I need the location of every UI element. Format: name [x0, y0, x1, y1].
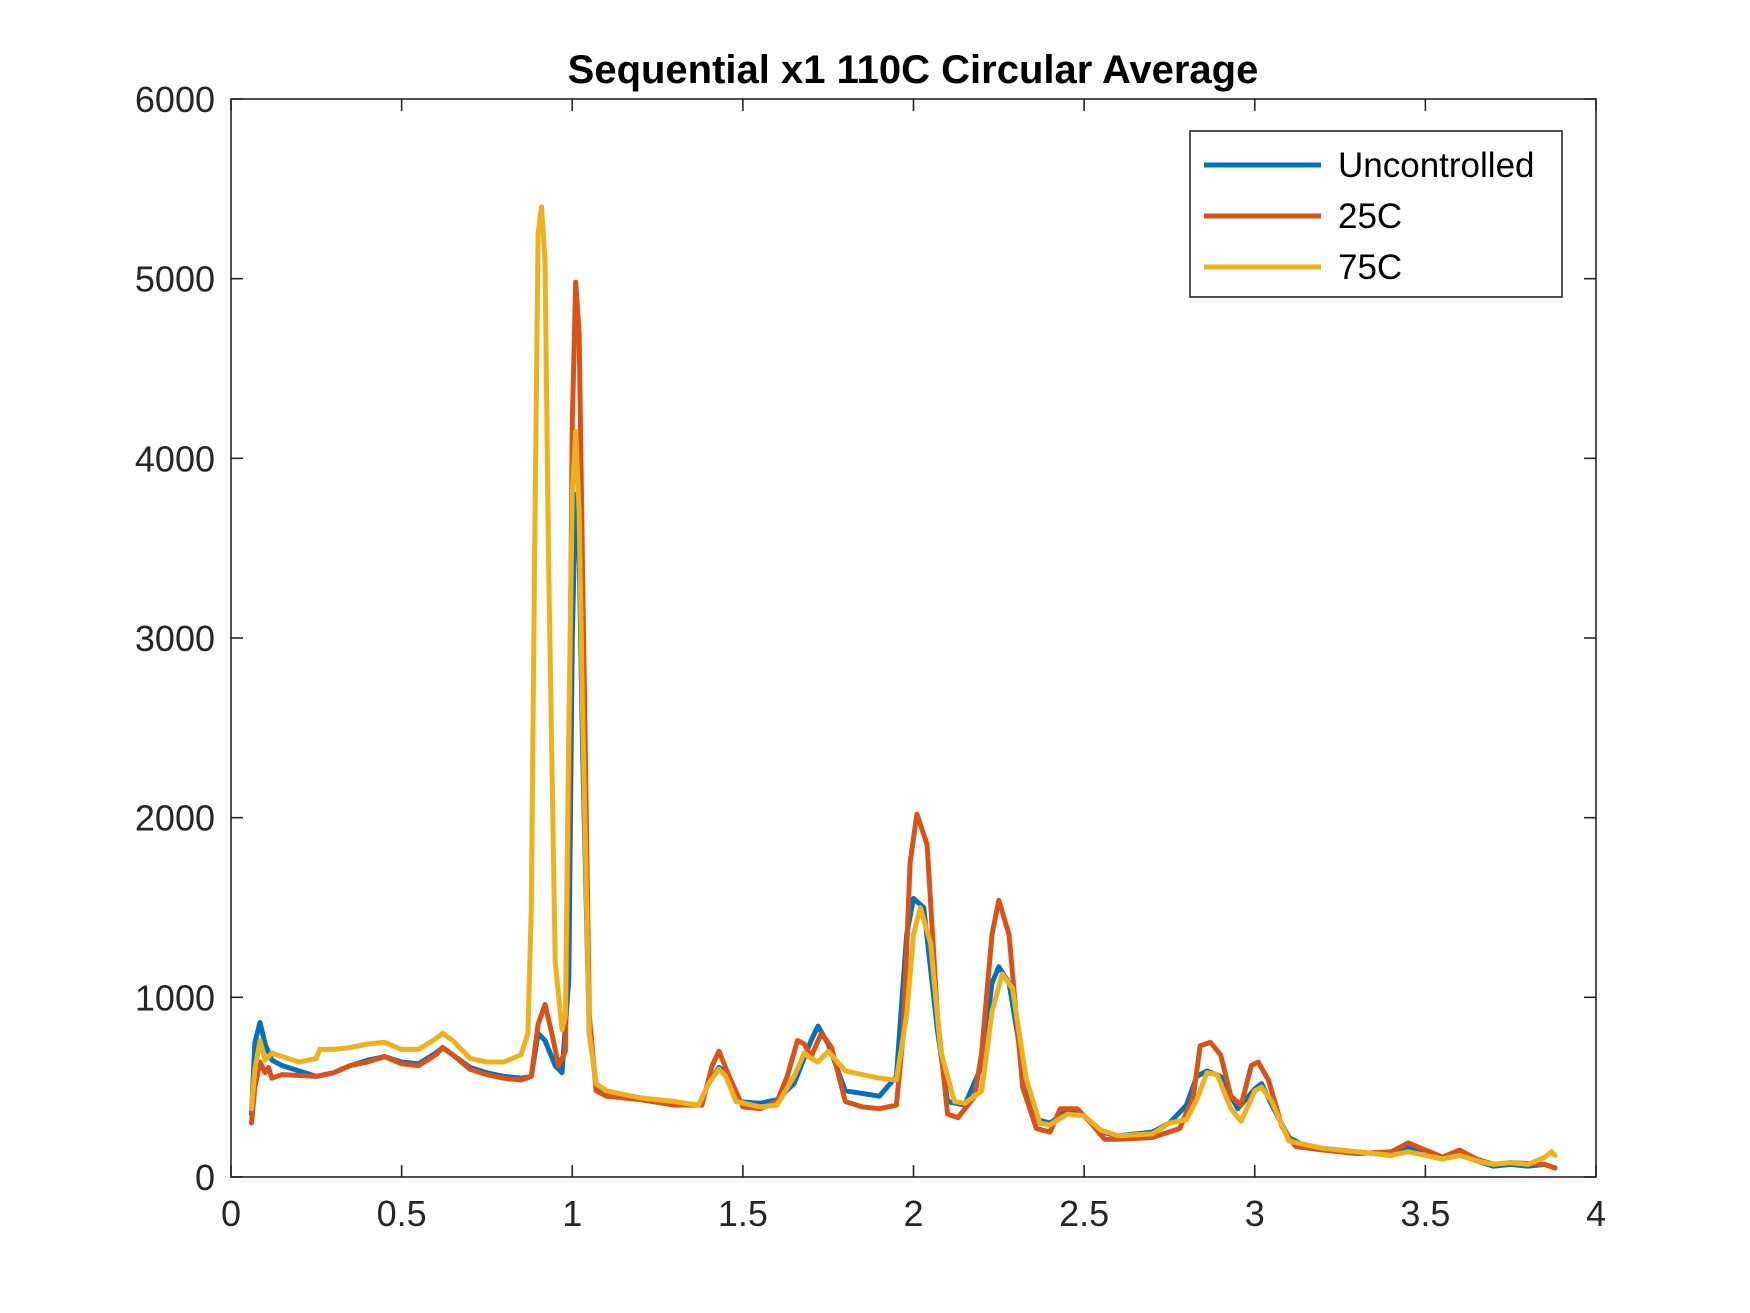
axis-ticks: 0 0.5 1 1.5 2 2.5 3 3.5 4 0 1000 2000 3000 4000 5000 60…: [135, 79, 1606, 1234]
x-tick-label: 0.5: [377, 1193, 427, 1234]
x-tick-label: 0: [221, 1193, 241, 1234]
series-line-25c: [249, 279, 1558, 1171]
x-tick-label: 3.5: [1400, 1193, 1450, 1234]
series-line-75c: [249, 204, 1558, 1167]
y-tick-label: 3000: [135, 618, 215, 659]
x-tick-label: 3: [1245, 1193, 1265, 1234]
legend-label: 25C: [1338, 197, 1402, 236]
y-tick-label: 5000: [135, 259, 215, 300]
legend-label: Uncontrolled: [1338, 146, 1535, 185]
y-tick-label: 6000: [135, 79, 215, 120]
x-tick-label: 4: [1586, 1193, 1606, 1234]
y-tick-label: 2000: [135, 798, 215, 839]
x-tick-label: 1.5: [718, 1193, 768, 1234]
y-tick-label: 4000: [135, 438, 215, 479]
x-tick-label: 2.5: [1059, 1193, 1109, 1234]
x-tick-label: 1: [562, 1193, 582, 1234]
legend: Uncontrolled 25C 75C: [1189, 130, 1563, 298]
plot-frame: [230, 98, 1597, 1178]
legend-label: 75C: [1338, 248, 1402, 287]
series-lines: [249, 204, 1558, 1171]
x-tick-label: 2: [903, 1193, 923, 1234]
y-tick-label: 1000: [135, 977, 215, 1018]
chart-title: Sequential x1 110C Circular Average: [568, 48, 1259, 92]
y-tick-label: 0: [195, 1157, 215, 1198]
